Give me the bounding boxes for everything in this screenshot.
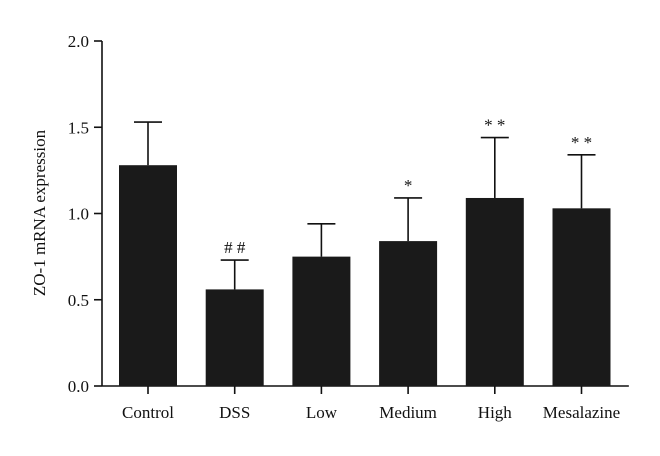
y-tick-label: 2.0 <box>68 32 89 51</box>
bar <box>379 241 438 386</box>
x-tick-label: DSS <box>219 403 250 422</box>
y-tick-label: 0.0 <box>68 377 89 396</box>
y-axis-title: ZO-1 mRNA expression <box>30 129 49 296</box>
bar <box>465 197 524 386</box>
y-tick-label: 1.5 <box>68 118 89 137</box>
bar <box>292 256 351 386</box>
significance-label: * <box>404 176 413 195</box>
significance-label: * * <box>571 133 592 152</box>
significance-label: # # <box>224 238 246 257</box>
x-tick-label: Mesalazine <box>543 403 620 422</box>
bar <box>205 289 264 386</box>
x-tick-label: High <box>478 403 513 422</box>
x-tick-label: Low <box>306 403 338 422</box>
significance-label: * * <box>484 116 505 135</box>
plot-area: 0.0 0.5 1.0 1.5 2.0 Control DSS # # Low Medium * Hi… <box>68 32 629 422</box>
y-tick-label: 1.0 <box>68 205 89 224</box>
bar <box>552 208 611 386</box>
x-tick-label: Control <box>122 403 174 422</box>
bar <box>119 165 177 386</box>
x-tick-label: Medium <box>379 403 437 422</box>
y-tick-label: 0.5 <box>68 291 89 310</box>
